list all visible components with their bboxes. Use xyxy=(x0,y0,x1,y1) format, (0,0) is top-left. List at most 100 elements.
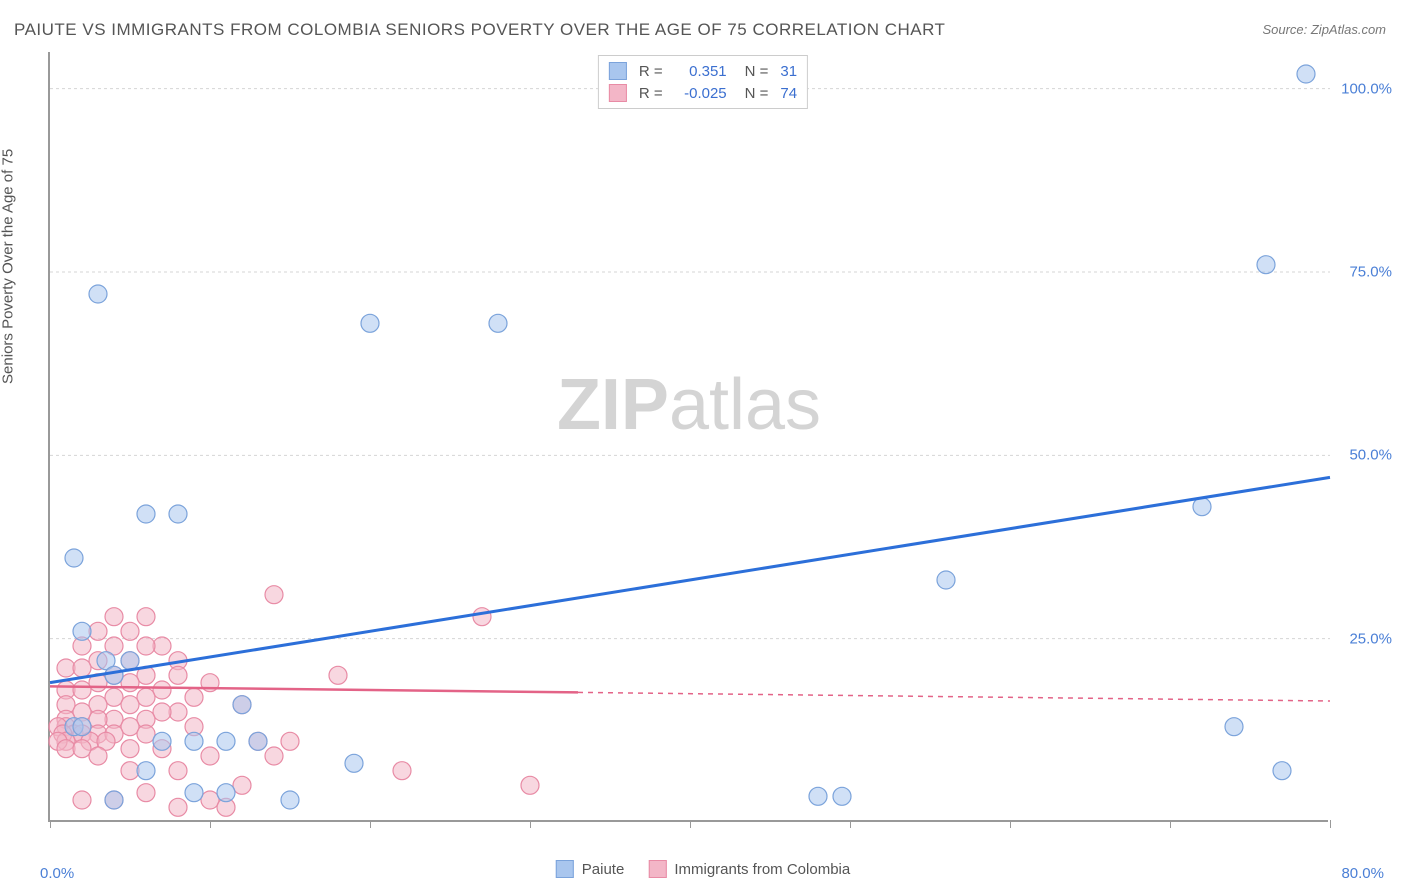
scatter-point xyxy=(169,703,187,721)
scatter-point xyxy=(73,740,91,758)
x-tick xyxy=(850,820,851,828)
scatter-point xyxy=(121,762,139,780)
x-axis-max-label: 80.0% xyxy=(1341,865,1384,882)
x-tick xyxy=(370,820,371,828)
source-label: Source: ZipAtlas.com xyxy=(1262,22,1386,37)
scatter-point xyxy=(233,776,251,794)
x-tick xyxy=(50,820,51,828)
scatter-point xyxy=(137,608,155,626)
scatter-point xyxy=(185,688,203,706)
n-value-2: 74 xyxy=(780,85,797,102)
plot-area: ZIPatlas 25.0%50.0%75.0%100.0% xyxy=(48,52,1328,822)
scatter-point xyxy=(153,637,171,655)
scatter-point xyxy=(137,784,155,802)
n-label: N = xyxy=(745,85,769,102)
y-tick-label: 75.0% xyxy=(1349,264,1392,281)
scatter-point xyxy=(201,791,219,809)
scatter-point xyxy=(153,703,171,721)
scatter-point xyxy=(489,314,507,332)
scatter-point xyxy=(169,798,187,816)
x-tick xyxy=(690,820,691,828)
scatter-point xyxy=(201,747,219,765)
scatter-point xyxy=(121,652,139,670)
legend-top: R = 0.351 N = 31 R = -0.025 N = 74 xyxy=(598,55,808,109)
trend-line-dashed xyxy=(578,692,1330,701)
scatter-point xyxy=(281,732,299,750)
scatter-point xyxy=(73,659,91,677)
x-tick xyxy=(1010,820,1011,828)
scatter-point xyxy=(185,732,203,750)
scatter-point xyxy=(809,787,827,805)
trend-line-solid xyxy=(50,477,1330,682)
scatter-point xyxy=(937,571,955,589)
scatter-point xyxy=(105,666,123,684)
scatter-point xyxy=(1273,762,1291,780)
scatter-point xyxy=(473,608,491,626)
scatter-point xyxy=(89,285,107,303)
scatter-point xyxy=(265,586,283,604)
scatter-point xyxy=(137,505,155,523)
scatter-point xyxy=(137,637,155,655)
n-label: N = xyxy=(745,63,769,80)
scatter-point xyxy=(57,659,75,677)
x-tick xyxy=(210,820,211,828)
scatter-point xyxy=(73,718,91,736)
legend-label-2: Immigrants from Colombia xyxy=(674,861,850,878)
scatter-point xyxy=(65,549,83,567)
scatter-point xyxy=(169,666,187,684)
scatter-point xyxy=(521,776,539,794)
scatter-point xyxy=(1297,65,1315,83)
legend-bottom: Paiute Immigrants from Colombia xyxy=(556,860,850,878)
scatter-point xyxy=(153,681,171,699)
scatter-point xyxy=(217,732,235,750)
scatter-point xyxy=(105,791,123,809)
r-value-2: -0.025 xyxy=(671,85,727,102)
legend-swatch-pink xyxy=(648,860,666,878)
scatter-point xyxy=(393,762,411,780)
scatter-point xyxy=(233,696,251,714)
scatter-point xyxy=(217,784,235,802)
scatter-point xyxy=(73,791,91,809)
legend-top-row-2: R = -0.025 N = 74 xyxy=(609,82,797,104)
scatter-point xyxy=(137,688,155,706)
legend-item-1: Paiute xyxy=(556,860,625,878)
scatter-point xyxy=(169,505,187,523)
legend-swatch-pink xyxy=(609,84,627,102)
x-tick xyxy=(1170,820,1171,828)
scatter-point xyxy=(57,740,75,758)
legend-top-row-1: R = 0.351 N = 31 xyxy=(609,60,797,82)
y-tick-label: 100.0% xyxy=(1341,80,1392,97)
scatter-point xyxy=(137,762,155,780)
x-tick xyxy=(530,820,531,828)
scatter-point xyxy=(345,754,363,772)
legend-swatch-blue xyxy=(609,62,627,80)
scatter-point xyxy=(121,740,139,758)
scatter-point xyxy=(281,791,299,809)
x-axis-min-label: 0.0% xyxy=(40,865,74,882)
scatter-point xyxy=(185,784,203,802)
legend-swatch-blue xyxy=(556,860,574,878)
scatter-point xyxy=(89,747,107,765)
scatter-point xyxy=(169,762,187,780)
scatter-point xyxy=(121,674,139,692)
legend-label-1: Paiute xyxy=(582,861,625,878)
n-value-1: 31 xyxy=(780,63,797,80)
scatter-point xyxy=(329,666,347,684)
x-tick xyxy=(1330,820,1331,828)
scatter-point xyxy=(73,681,91,699)
r-label: R = xyxy=(639,63,663,80)
scatter-point xyxy=(89,622,107,640)
scatter-point xyxy=(73,622,91,640)
scatter-point xyxy=(121,622,139,640)
scatter-point xyxy=(249,732,267,750)
chart-svg xyxy=(50,52,1328,820)
y-axis-label: Seniors Poverty Over the Age of 75 xyxy=(0,149,17,384)
chart-title: PAIUTE VS IMMIGRANTS FROM COLOMBIA SENIO… xyxy=(14,20,945,40)
r-value-1: 0.351 xyxy=(671,63,727,80)
scatter-point xyxy=(833,787,851,805)
scatter-point xyxy=(121,718,139,736)
scatter-point xyxy=(265,747,283,765)
scatter-point xyxy=(105,608,123,626)
scatter-point xyxy=(121,696,139,714)
scatter-point xyxy=(361,314,379,332)
